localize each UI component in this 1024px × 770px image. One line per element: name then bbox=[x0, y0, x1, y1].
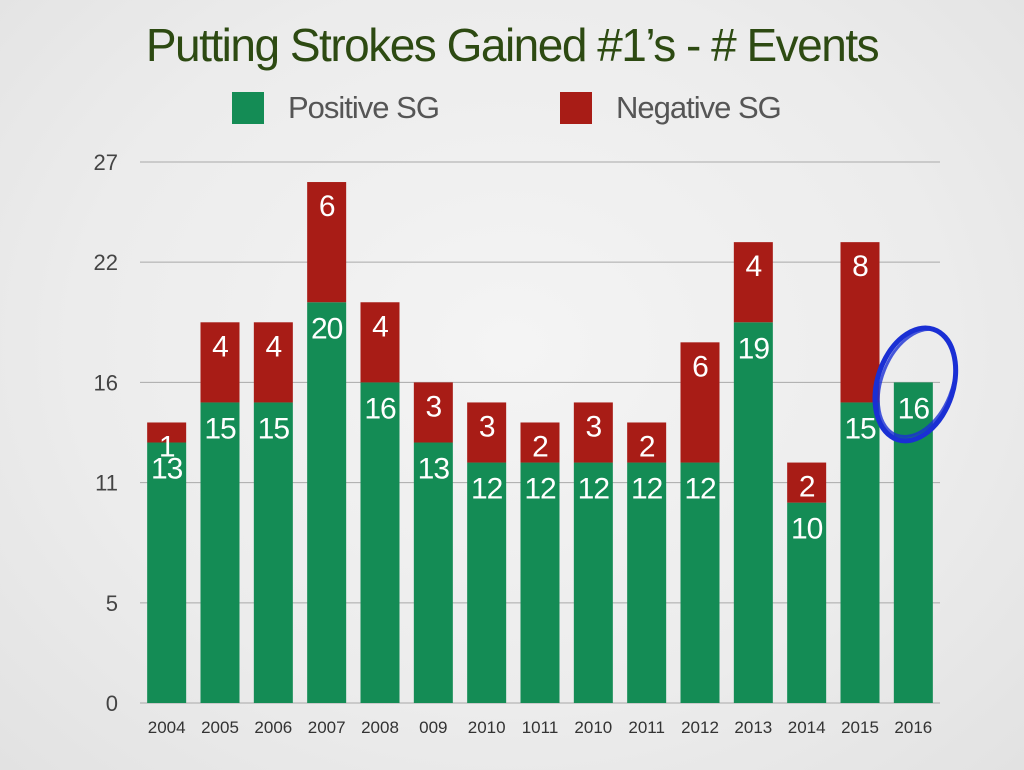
bar-positive bbox=[467, 462, 507, 703]
data-label-negative: 4 bbox=[372, 310, 388, 343]
data-label-negative: 4 bbox=[212, 330, 228, 363]
bar-negative bbox=[733, 242, 773, 323]
data-label-positive: 16 bbox=[364, 392, 396, 425]
legend-label-positive: Positive SG bbox=[288, 90, 440, 125]
legend-item-negative: Negative SG bbox=[560, 90, 782, 126]
data-label-negative: 6 bbox=[692, 350, 708, 383]
y-tick-label: 27 bbox=[94, 150, 118, 175]
x-tick-label: 2014 bbox=[788, 718, 826, 737]
bar-positive bbox=[733, 322, 773, 703]
legend-swatch-positive bbox=[232, 92, 264, 124]
data-label-positive: 20 bbox=[311, 312, 343, 345]
x-tick-label: 2007 bbox=[308, 718, 346, 737]
bar-negative bbox=[680, 342, 720, 463]
data-label-positive: 15 bbox=[844, 412, 876, 445]
data-label-negative: 3 bbox=[425, 390, 441, 423]
data-label-positive: 15 bbox=[258, 412, 290, 445]
bar-negative bbox=[360, 302, 400, 383]
x-tick-label: 009 bbox=[419, 718, 447, 737]
x-tick-label: 2005 bbox=[201, 718, 239, 737]
data-label-positive: 12 bbox=[471, 473, 503, 506]
bar-positive bbox=[360, 382, 400, 703]
bar-negative bbox=[413, 382, 453, 443]
bar-negative bbox=[307, 182, 347, 303]
bar-negative bbox=[520, 422, 560, 463]
bar-positive bbox=[520, 462, 560, 703]
bar-negative bbox=[467, 402, 507, 463]
bar-positive bbox=[413, 442, 453, 703]
y-tick-label: 16 bbox=[94, 370, 118, 395]
data-label-negative: 8 bbox=[852, 250, 868, 283]
data-label-positive: 10 bbox=[791, 513, 823, 546]
bar-positive bbox=[200, 402, 240, 703]
x-tick-label: 1011 bbox=[522, 718, 559, 737]
data-label-negative: 3 bbox=[585, 410, 601, 443]
data-label-positive: 16 bbox=[898, 392, 930, 425]
data-label-positive: 13 bbox=[151, 453, 183, 486]
x-tick-label: 2012 bbox=[681, 718, 719, 737]
data-label-positive: 12 bbox=[578, 473, 610, 506]
x-tick-label: 2008 bbox=[361, 718, 399, 737]
x-tick-label: 2015 bbox=[841, 718, 879, 737]
bar-negative bbox=[787, 462, 827, 503]
bar-positive bbox=[147, 442, 187, 703]
x-tick-label: 2010 bbox=[468, 718, 506, 737]
data-label-positive: 12 bbox=[631, 473, 663, 506]
legend-label-negative: Negative SG bbox=[616, 90, 782, 125]
x-tick-label: 2010 bbox=[574, 718, 612, 737]
x-tick-label: 2011 bbox=[628, 718, 665, 737]
data-label-negative: 1 bbox=[159, 430, 175, 463]
x-tick-label: 2006 bbox=[254, 718, 292, 737]
data-label-negative: 2 bbox=[532, 430, 548, 463]
bar-positive bbox=[253, 402, 293, 703]
bar-negative bbox=[627, 422, 667, 463]
bar-positive bbox=[840, 402, 880, 703]
y-tick-label: 0 bbox=[106, 691, 118, 716]
chart-legend: Positive SG Negative SG bbox=[0, 86, 1024, 126]
bar-positive bbox=[680, 462, 720, 703]
data-label-negative: 4 bbox=[265, 330, 281, 363]
bar-positive bbox=[307, 302, 347, 703]
bar-positive bbox=[627, 462, 667, 703]
data-label-positive: 19 bbox=[738, 332, 770, 365]
legend-swatch-negative bbox=[560, 92, 592, 124]
y-tick-label: 11 bbox=[95, 471, 118, 496]
chart-title: Putting Strokes Gained #1’s - # Events bbox=[145, 19, 880, 71]
data-label-negative: 2 bbox=[799, 471, 815, 504]
x-tick-label: 2004 bbox=[148, 718, 186, 737]
data-label-positive: 12 bbox=[524, 473, 556, 506]
bar-negative bbox=[147, 422, 187, 443]
data-label-positive: 13 bbox=[418, 453, 450, 486]
bar-positive bbox=[573, 462, 613, 703]
bar-negative bbox=[573, 402, 613, 463]
y-tick-label: 5 bbox=[106, 591, 118, 616]
bar-negative bbox=[200, 322, 240, 403]
data-label-negative: 2 bbox=[639, 430, 655, 463]
y-tick-label: 22 bbox=[94, 250, 118, 275]
bar-negative bbox=[840, 242, 880, 403]
x-tick-label: 2013 bbox=[734, 718, 772, 737]
data-label-positive: 12 bbox=[684, 473, 716, 506]
x-tick-label: 2016 bbox=[894, 718, 932, 737]
highlight-circle-stroke bbox=[876, 327, 958, 438]
legend-item-positive: Positive SG bbox=[232, 90, 440, 126]
data-label-negative: 3 bbox=[479, 410, 495, 443]
data-label-positive: 15 bbox=[204, 412, 236, 445]
bar-negative bbox=[253, 322, 293, 403]
data-label-negative: 6 bbox=[319, 190, 335, 223]
data-label-negative: 4 bbox=[745, 250, 761, 283]
bar-positive bbox=[787, 502, 827, 703]
